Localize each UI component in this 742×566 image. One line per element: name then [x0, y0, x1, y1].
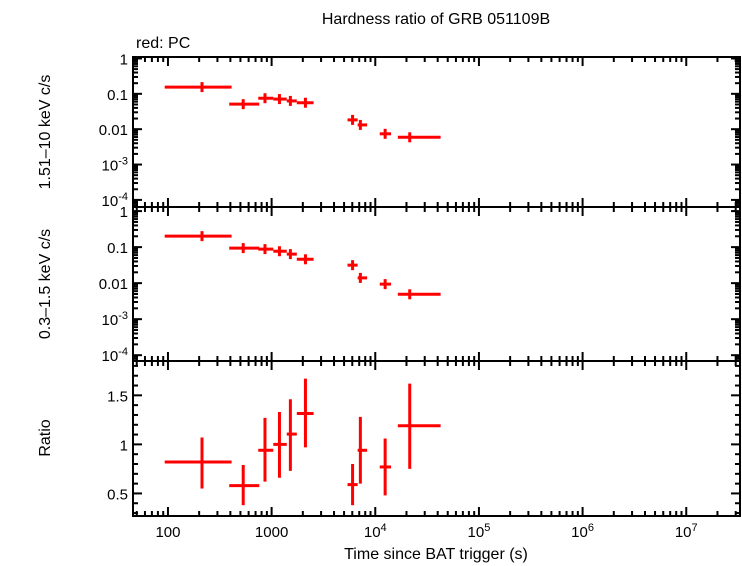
- data-point: [347, 260, 358, 271]
- x-tick-label: 106: [571, 522, 594, 541]
- y-tick-label: 10-4: [102, 191, 128, 210]
- data-point: [229, 243, 260, 254]
- data-point: [357, 119, 368, 130]
- data-point: [379, 279, 392, 290]
- data-point: [286, 95, 297, 106]
- data-point: [229, 99, 260, 110]
- middle-panel: 1 0.1 0.01 10-3 10-4: [99, 204, 741, 365]
- data-point: [164, 82, 232, 93]
- panel-frame: [132, 360, 741, 517]
- y-tick-label: 0.01: [99, 276, 128, 293]
- x-axis-label: Time since BAT trigger (s): [344, 546, 528, 563]
- data-point: [229, 464, 260, 506]
- y-tick-label: 10-3: [102, 156, 128, 175]
- y-tick-label: 1: [120, 51, 128, 68]
- y-tick-label: 10-3: [102, 310, 128, 329]
- y-tick-label: 1: [120, 437, 128, 454]
- y-tick-label: 0.01: [99, 122, 128, 139]
- data-point: [273, 94, 287, 105]
- y-tick-label: 0.5: [107, 486, 128, 503]
- data-point: [347, 114, 358, 125]
- y-tick-label: 1.5: [107, 388, 128, 405]
- y-tick-label: 1: [120, 204, 128, 221]
- data-point: [164, 437, 232, 489]
- data-point: [296, 254, 314, 265]
- data-point: [273, 246, 287, 257]
- data-point: [296, 97, 314, 108]
- chart-subtitle: red: PC: [136, 35, 190, 52]
- bottom-panel-ylabel: Ratio: [37, 419, 54, 456]
- data-point: [379, 128, 392, 139]
- x-tick-label: 105: [468, 522, 491, 541]
- panel-frame: [132, 206, 741, 362]
- x-tick-label: 1000: [255, 524, 288, 541]
- data-point: [357, 416, 368, 484]
- data-point: [296, 378, 314, 448]
- top-panel-ylabel: 1.51–10 keV c/s: [37, 75, 54, 190]
- data-point: [164, 231, 232, 242]
- middle-panel-ylabel: 0.3–1.5 keV c/s: [37, 229, 54, 339]
- data-point: [258, 244, 274, 255]
- y-tick-label: 10-4: [102, 346, 128, 365]
- chart-title: Hardness ratio of GRB 051109B: [322, 11, 550, 28]
- x-tick-label: 104: [364, 522, 387, 541]
- y-tick-label: 0.1: [107, 240, 128, 257]
- data-point: [258, 417, 274, 482]
- x-tick-label: 107: [675, 522, 698, 541]
- data-point: [273, 412, 287, 478]
- data-point: [397, 383, 441, 469]
- top-panel: 1 0.1 0.01 10-3 10-4: [99, 51, 741, 210]
- data-point: [286, 399, 297, 471]
- data-point: [357, 272, 368, 283]
- panel-frame: [132, 56, 741, 208]
- y-tick-label: 0.1: [107, 87, 128, 104]
- bottom-panel: 1.5 1 0.5 100 1000 104 105 106 107: [107, 360, 741, 541]
- data-point: [286, 249, 297, 260]
- x-tick-label: 100: [155, 524, 180, 541]
- data-point: [397, 289, 441, 300]
- data-point: [397, 132, 441, 143]
- data-point: [379, 438, 392, 496]
- data-point: [258, 93, 274, 104]
- data-point: [347, 464, 358, 506]
